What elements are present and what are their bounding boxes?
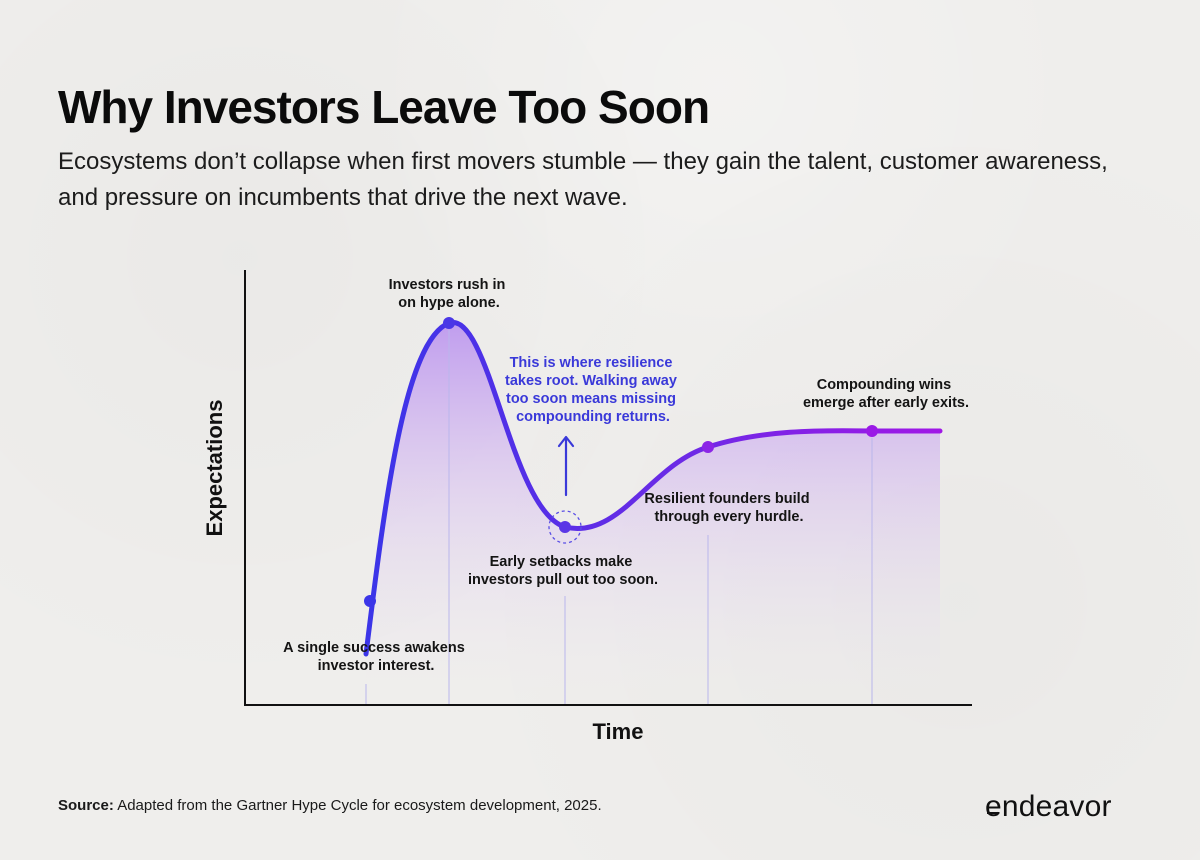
annotation-resilience-line-4: compounding returns. <box>516 409 670 425</box>
annotation-resilience-line-2: takes root. Walking away <box>505 373 677 389</box>
source-label: Source: <box>58 797 114 814</box>
annotation-trigger: A single success awakens investor intere… <box>283 640 469 674</box>
curve-points <box>364 317 878 607</box>
point-peak <box>443 317 455 329</box>
annotation-resilience: This is where resilience takes root. Wal… <box>505 355 681 425</box>
endeavor-logo: endeavor <box>985 790 1112 823</box>
page-title: Why Investors Leave Too Soon <box>58 81 710 133</box>
point-trough <box>559 521 571 533</box>
point-trigger <box>364 595 376 607</box>
annotation-plateau: Compounding wins emerge after early exit… <box>803 377 969 411</box>
annotation-trough-line-1: Early setbacks make <box>490 554 633 570</box>
curve-fill-area <box>366 322 940 705</box>
annotation-peak-line-2: on hype alone. <box>398 295 500 311</box>
annotation-trigger-line-1: A single success awakens <box>283 640 465 656</box>
point-slope <box>702 441 714 453</box>
up-arrow <box>557 435 575 497</box>
annotation-peak: Investors rush in on hype alone. <box>389 277 510 311</box>
annotation-resilience-line-1: This is where resilience <box>510 355 673 371</box>
axes <box>244 270 972 706</box>
annotation-plateau-line-2: emerge after early exits. <box>803 395 969 411</box>
x-axis-label: Time <box>593 719 644 744</box>
annotation-resilience-line-3: too soon means missing <box>506 391 676 407</box>
annotation-slope-line-1: Resilient founders build <box>644 491 809 507</box>
annotation-slope: Resilient founders build through every h… <box>644 491 813 525</box>
annotation-trough: Early setbacks make investors pull out t… <box>468 554 658 588</box>
trough-highlight-ring <box>548 510 582 544</box>
y-axis-label: Expectations <box>202 400 227 537</box>
annotation-trough-line-2: investors pull out too soon. <box>468 572 658 588</box>
hype-curve <box>363 320 943 657</box>
page-subtitle: Ecosystems don’t collapse when first mov… <box>58 148 1108 211</box>
annotation-plateau-line-1: Compounding wins <box>817 377 952 393</box>
logo-dash <box>987 812 999 814</box>
source-note: Source: Adapted from the Gartner Hype Cy… <box>58 797 602 814</box>
annotation-trigger-line-2: investor interest. <box>318 658 435 674</box>
point-plateau <box>866 425 878 437</box>
annotation-peak-line-1: Investors rush in <box>389 277 506 293</box>
annotation-slope-line-2: through every hurdle. <box>654 509 803 525</box>
source-text: Adapted from the Gartner Hype Cycle for … <box>117 797 602 814</box>
guide-lines <box>365 330 873 704</box>
